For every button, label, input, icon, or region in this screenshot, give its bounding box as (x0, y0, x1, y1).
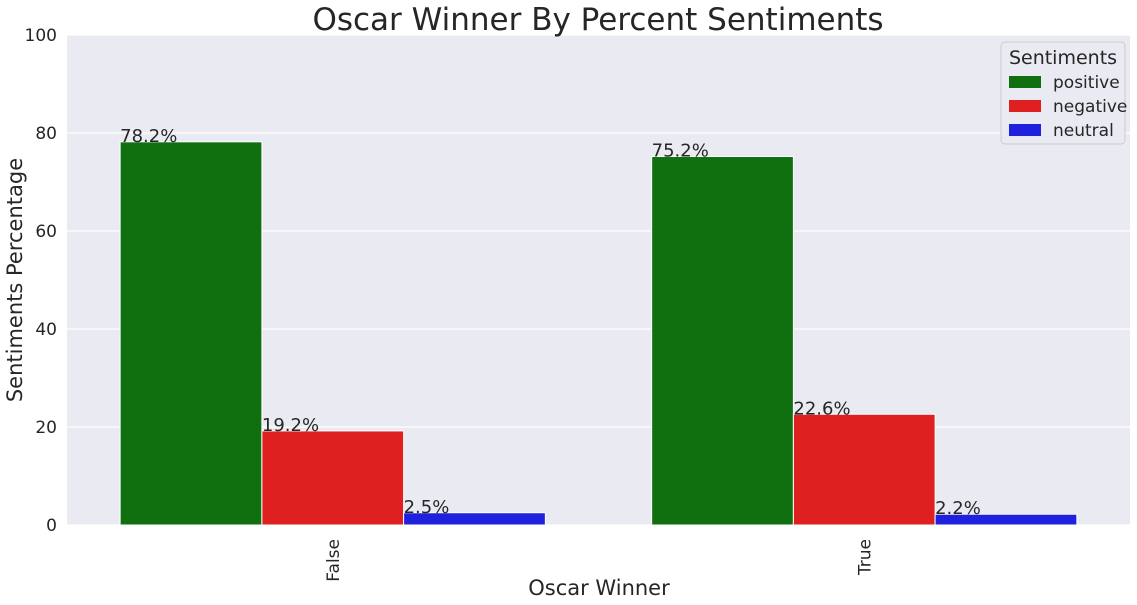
bar-value-label: 19.2% (262, 415, 319, 436)
legend: Sentiments positive negative neutral (1000, 41, 1127, 145)
bar-labels: 78.2% 19.2% 2.5% 75.2% 22.6% 2.2% (120, 126, 981, 519)
legend-label-positive: positive (1053, 73, 1120, 93)
bar-neutral-false (403, 512, 546, 526)
y-tick-label: 0 (46, 516, 57, 536)
x-axis-ticks: False True (324, 539, 876, 582)
y-axis-label: Sentiments Percentage (3, 158, 27, 402)
bar-value-label: 22.6% (793, 398, 850, 419)
y-tick-label: 20 (35, 418, 57, 438)
x-axis-label: Oscar Winner (528, 576, 670, 600)
legend-label-neutral: neutral (1053, 121, 1114, 141)
bar-value-label: 2.2% (935, 498, 981, 519)
bar-negative-false (261, 430, 405, 526)
y-tick-label: 40 (35, 320, 57, 340)
x-tick-label: True (855, 539, 875, 576)
bar-value-label: 2.5% (404, 497, 450, 518)
chart-title: Oscar Winner By Percent Sentiments (312, 2, 883, 38)
legend-swatch-neutral (1009, 124, 1041, 136)
legend-title: Sentiments (1009, 47, 1117, 69)
y-tick-label: 80 (35, 124, 57, 144)
legend-swatch-positive (1009, 76, 1041, 88)
legend-box (1000, 41, 1126, 145)
bar-negative-true (792, 413, 936, 526)
bar-value-label: 78.2% (120, 126, 177, 147)
legend-label-negative: negative (1053, 97, 1127, 117)
y-tick-label: 100 (25, 26, 57, 46)
legend-swatch-negative (1009, 100, 1041, 112)
bar-positive-false (119, 141, 263, 526)
bar-positive-true (651, 156, 794, 526)
x-tick-label: False (324, 539, 344, 582)
y-tick-label: 60 (35, 222, 57, 242)
legend-items: positive negative neutral (1009, 73, 1127, 141)
y-axis-ticks: 0 20 40 60 80 100 (25, 26, 57, 536)
bar-neutral-true (934, 513, 1078, 526)
bars (119, 141, 1078, 526)
bar-value-label: 75.2% (652, 141, 709, 162)
